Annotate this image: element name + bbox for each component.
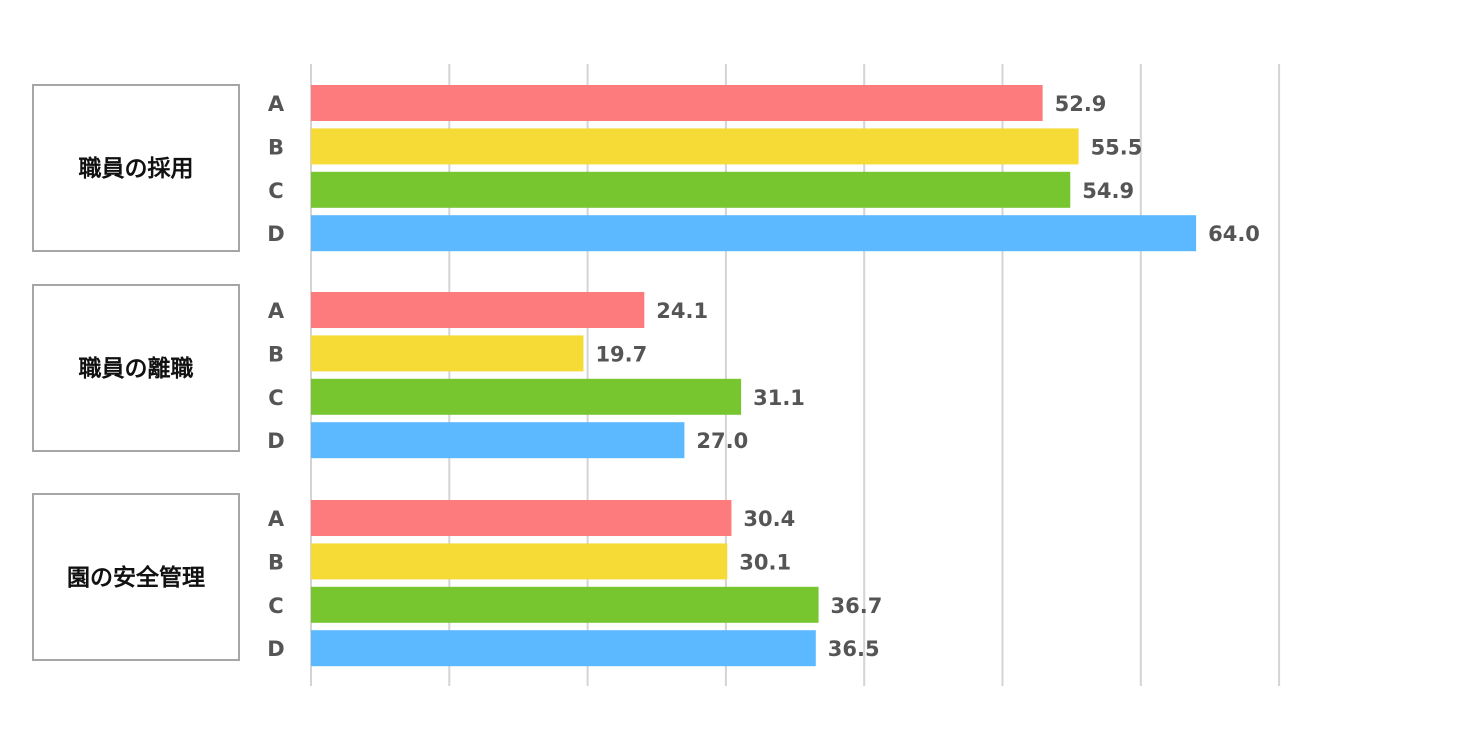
category-label: B (268, 135, 284, 159)
value-label: 36.5 (828, 637, 880, 661)
gridlines (310, 64, 1281, 686)
bar (311, 292, 645, 328)
group-label-box (32, 284, 240, 452)
category-label: C (268, 594, 283, 618)
category-label: D (267, 222, 284, 246)
category-label: D (267, 429, 284, 453)
bar (311, 215, 1197, 252)
group-label: 職員の離職 (79, 355, 194, 382)
bar (311, 85, 1043, 121)
value-label: 36.7 (831, 594, 883, 618)
value-label: 55.5 (1091, 135, 1143, 159)
bar (311, 335, 584, 372)
bar (311, 422, 685, 459)
value-label: 19.7 (595, 342, 647, 366)
group-label: 園の安全管理 (67, 564, 205, 591)
bar (311, 378, 742, 415)
value-label: 30.1 (739, 550, 791, 574)
group-label-box (32, 84, 240, 252)
value-label: 54.9 (1082, 179, 1134, 203)
category-label: A (268, 507, 285, 531)
value-label: 30.4 (743, 507, 795, 531)
category-label: A (268, 92, 285, 116)
bar (311, 630, 816, 667)
category-label: C (268, 179, 283, 203)
group-label-box (32, 493, 240, 661)
value-label: 52.9 (1055, 92, 1107, 116)
bar (311, 500, 732, 536)
category-label: A (268, 299, 285, 323)
bar (311, 543, 728, 580)
category-label: D (267, 637, 284, 661)
value-label: 31.1 (753, 386, 805, 410)
value-label: 27.0 (696, 429, 748, 453)
group-label: 職員の採用 (79, 155, 194, 182)
value-label: 64.0 (1208, 222, 1260, 246)
bars: A 52.9 B 55.5 C 54.9 D 64.0 A 24.1 B 19.7 C 31.1 D 27.0… (267, 85, 1260, 667)
category-label: B (268, 342, 284, 366)
bar (311, 128, 1079, 165)
value-label: 24.1 (656, 299, 708, 323)
category-label: B (268, 550, 284, 574)
category-label: C (268, 386, 283, 410)
bar (311, 171, 1071, 208)
bar (311, 586, 819, 623)
